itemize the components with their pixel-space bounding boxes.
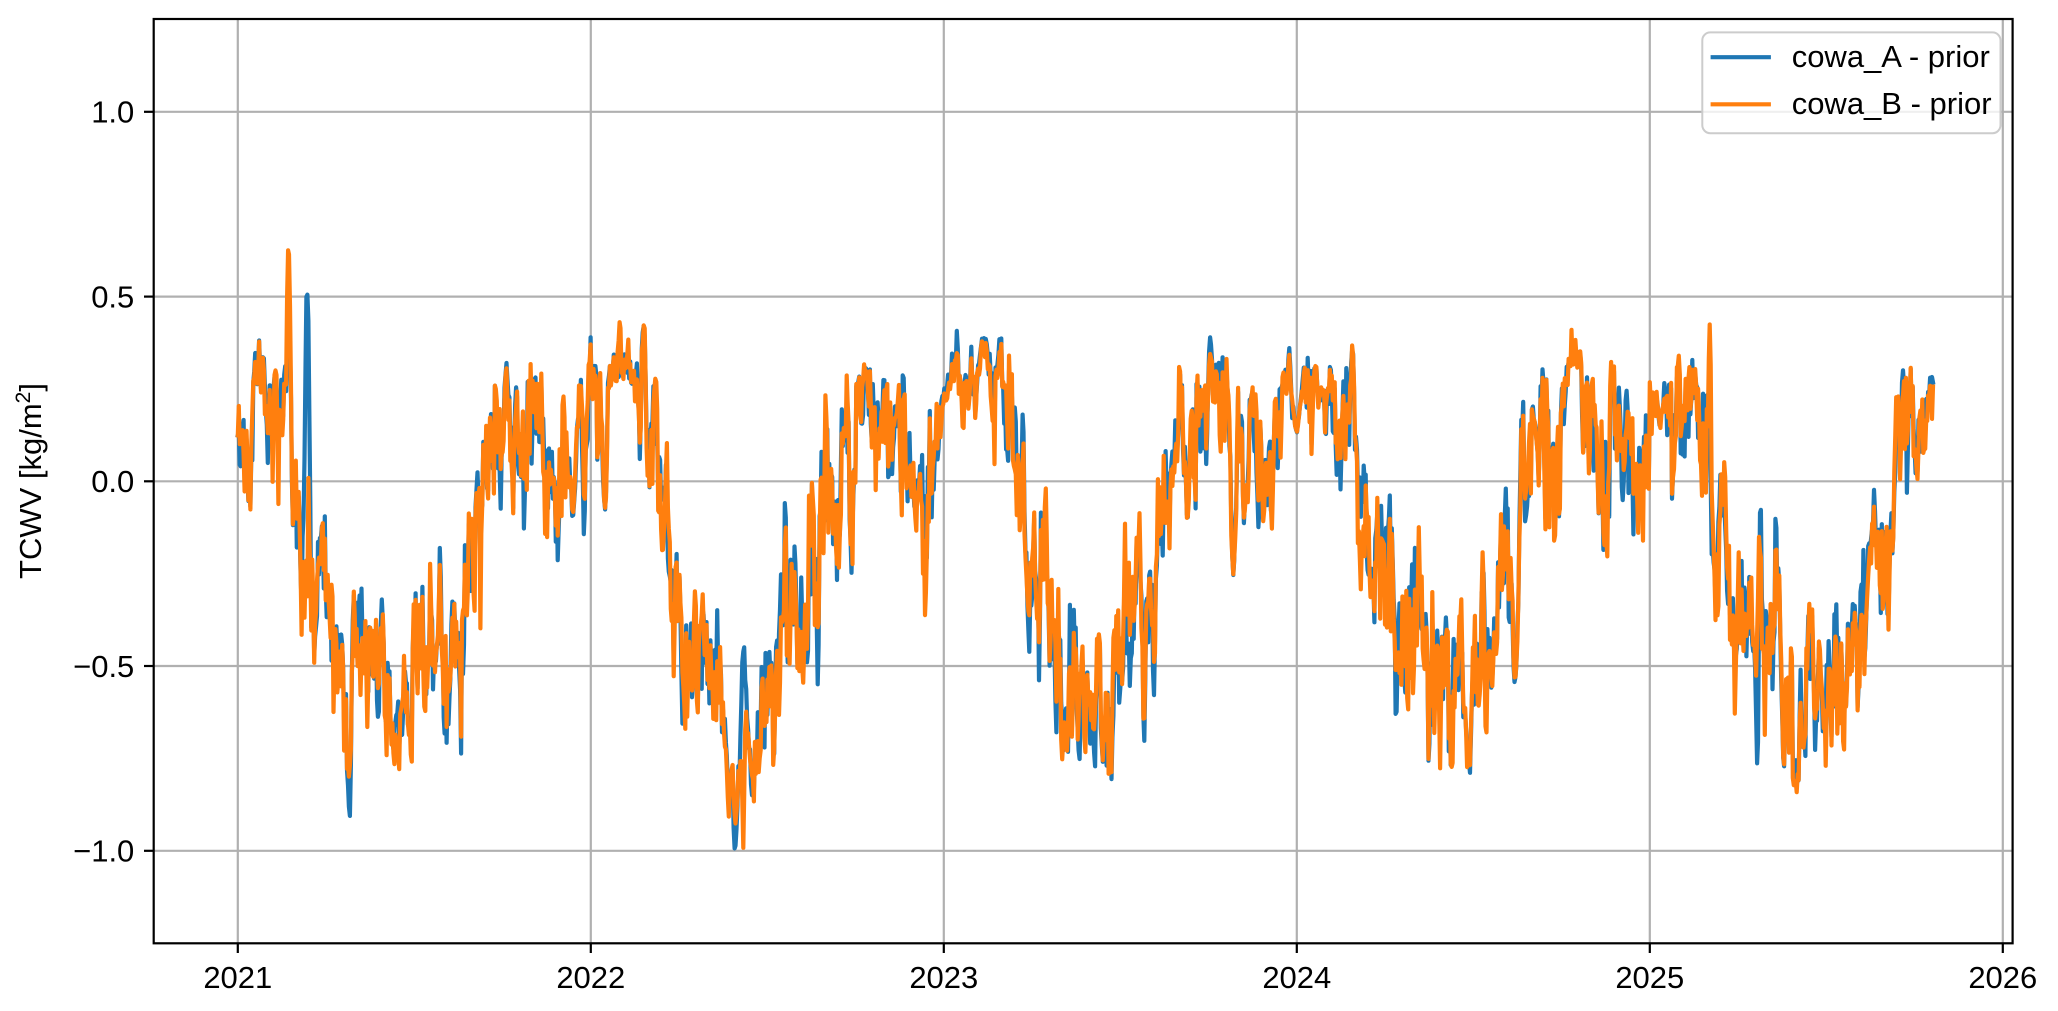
svg-text:0.5: 0.5 bbox=[91, 279, 134, 314]
svg-text:cowa_B - prior: cowa_B - prior bbox=[1792, 86, 1992, 121]
svg-text:TCWV [kg/m2]: TCWV [kg/m2] bbox=[12, 383, 48, 579]
svg-text:2022: 2022 bbox=[556, 960, 625, 995]
svg-text:0.0: 0.0 bbox=[91, 464, 134, 499]
svg-text:2021: 2021 bbox=[203, 960, 272, 995]
svg-text:−0.5: −0.5 bbox=[73, 649, 134, 684]
svg-text:2023: 2023 bbox=[909, 960, 978, 995]
svg-text:2024: 2024 bbox=[1262, 960, 1331, 995]
svg-text:−1.0: −1.0 bbox=[73, 834, 134, 869]
svg-text:cowa_A - prior: cowa_A - prior bbox=[1792, 39, 1990, 74]
svg-text:1.0: 1.0 bbox=[91, 95, 134, 130]
svg-text:2025: 2025 bbox=[1615, 960, 1684, 995]
svg-text:2026: 2026 bbox=[1968, 960, 2037, 995]
